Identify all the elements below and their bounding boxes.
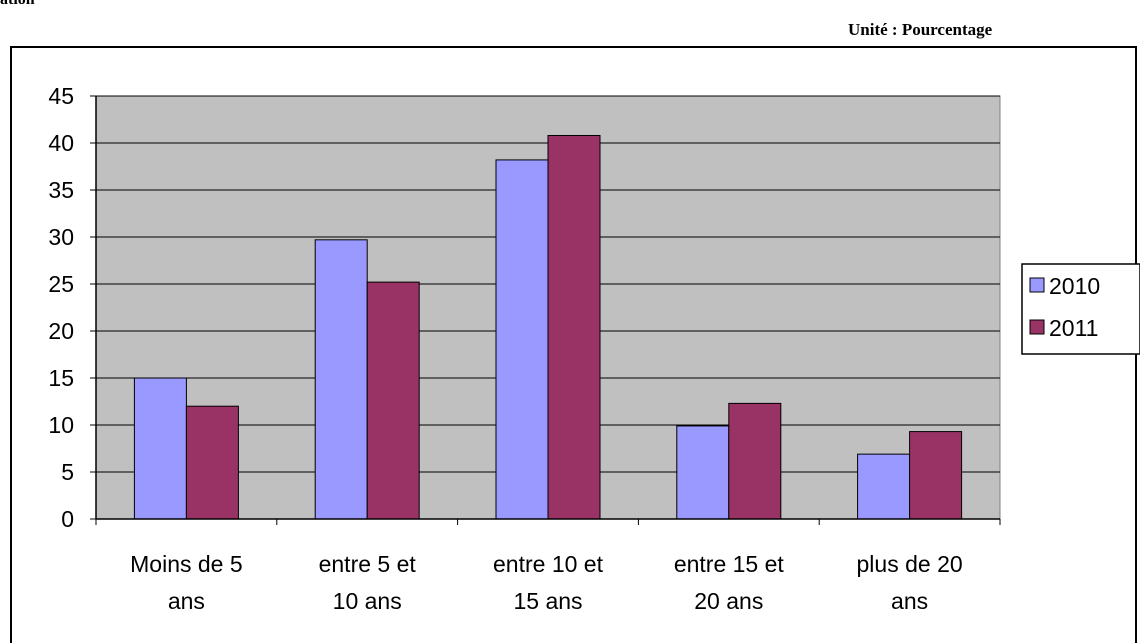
axes: 0 5 10 15 20 25 30 35 40 45 Moins de 5 ans entre 5 e… [48,83,1001,614]
y-tick-label: 40 [48,130,74,156]
y-tick-label: 30 [48,224,74,250]
legend-box [1021,263,1140,355]
y-tick-label: 45 [48,83,74,109]
unit-label: Unité : Pourcentage [848,20,993,39]
bar-2011 [366,281,420,520]
x-category-label: ans [168,588,205,614]
x-category-label: 10 ans [333,588,402,614]
bars [133,134,963,520]
x-category-label: entre 10 et [493,551,604,577]
legend-label-2010: 2010 [1049,273,1100,299]
bar-2010 [314,239,368,520]
x-category-label: ans [891,588,928,614]
top-text-fragment: ation [0,0,35,9]
bar-2010 [495,159,549,520]
bar-2010 [857,453,911,520]
x-category-label: 20 ans [694,588,763,614]
bar-2011 [728,402,782,520]
x-category-label: entre 15 et [674,551,785,577]
y-tick-label: 35 [48,177,74,203]
y-tick-label: 10 [48,412,74,438]
x-category-label: plus de 20 [857,551,963,577]
y-tick-label: 0 [61,506,74,532]
bar-2011 [547,134,601,520]
bar-2011 [909,431,963,520]
y-tick-label: 15 [48,365,74,391]
bar-2010 [133,377,187,520]
bar-2010 [676,425,730,520]
y-tick-label: 20 [48,318,74,344]
y-tick-label: 25 [48,271,74,297]
legend-swatch-2011 [1029,319,1045,335]
legend: 2010 2011 [1021,263,1140,355]
x-category-label: entre 5 et [319,551,417,577]
x-category-label: Moins de 5 [130,551,243,577]
x-category-label: 15 ans [513,588,582,614]
legend-swatch-2010 [1029,277,1045,293]
y-tick-label: 5 [61,459,74,485]
legend-label-2011: 2011 [1049,315,1098,341]
bar-2011 [185,405,239,520]
